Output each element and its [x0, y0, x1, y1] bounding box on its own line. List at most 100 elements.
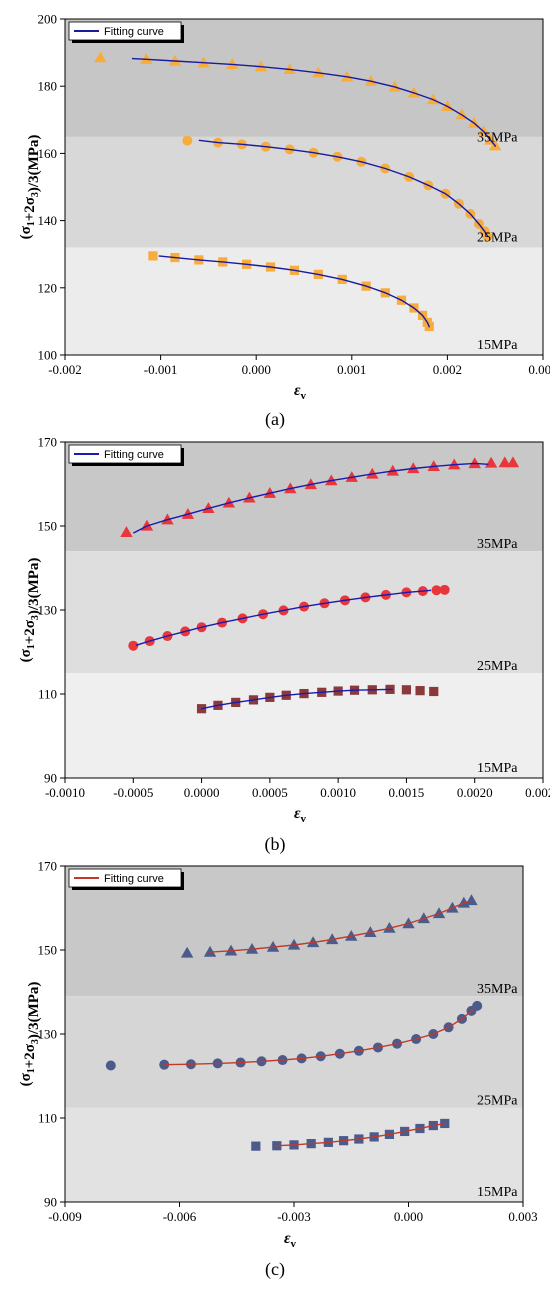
- data-point-0-9: [364, 926, 377, 938]
- series-label-0: 35MPa: [477, 537, 518, 552]
- background-band-2: [65, 1107, 523, 1202]
- data-point-0-16: [448, 458, 461, 470]
- data-point-0-10: [325, 474, 338, 486]
- x-axis-label: εv: [284, 1230, 297, 1250]
- series-label-2: 15MPa: [477, 1185, 518, 1200]
- data-point-0-5: [222, 496, 236, 508]
- data-point-2-0: [251, 1141, 261, 1151]
- x-tick-label-1: -0.006: [163, 1209, 197, 1224]
- data-point-0-5: [254, 60, 268, 72]
- y-tick-label-5: 200: [38, 12, 58, 27]
- y-tick-label-0: 90: [44, 771, 57, 786]
- data-point-0-11: [407, 86, 421, 98]
- x-axis-label: εv: [294, 805, 307, 825]
- data-point-0-14: [407, 462, 420, 474]
- fitting-curve-1: [163, 1008, 474, 1066]
- background-band-1: [65, 551, 543, 673]
- data-point-0-1: [203, 945, 217, 957]
- y-tick-label-0: 90: [44, 1195, 57, 1210]
- panel-label-0: (a): [265, 409, 285, 430]
- data-point-0-19: [498, 456, 511, 468]
- x-tick-label-2: 0.0000: [184, 785, 220, 800]
- data-point-1-0: [182, 135, 193, 146]
- data-point-0-7: [325, 933, 339, 945]
- background-band-1: [65, 136, 543, 248]
- y-tick-label-4: 180: [38, 79, 58, 94]
- x-tick-label-7: 0.0025: [525, 785, 550, 800]
- data-point-2-14: [429, 686, 439, 697]
- y-tick-label-1: 110: [38, 687, 57, 702]
- data-point-0-9: [364, 74, 378, 86]
- data-point-0-2: [161, 513, 174, 525]
- legend-box: [68, 444, 182, 464]
- legend-box: [68, 21, 182, 41]
- y-axis-label: (σ1+2σ3)/3(MPa): [18, 558, 42, 663]
- fitting-curve-2: [274, 1122, 447, 1148]
- series-label-1: 25MPa: [477, 659, 518, 674]
- data-point-0-12: [366, 467, 379, 479]
- y-tick-label-2: 130: [38, 603, 58, 618]
- data-point-0-0: [94, 51, 107, 63]
- data-point-0-3: [181, 508, 195, 519]
- x-tick-label-5: 0.0015: [389, 785, 425, 800]
- series-label-2: 15MPa: [477, 338, 518, 353]
- y-tick-label-1: 110: [38, 1111, 57, 1126]
- legend-label: Fitting curve: [104, 26, 164, 38]
- data-point-1-17: [439, 584, 450, 595]
- data-point-0-3: [197, 56, 210, 68]
- x-tick-label-3: 0.001: [337, 362, 366, 377]
- data-point-0-9: [304, 478, 318, 490]
- data-point-0-0: [180, 946, 194, 958]
- data-point-0-4: [266, 940, 280, 952]
- y-axis-label: (σ1+2σ3)/3(MPa): [18, 135, 42, 240]
- legend-label: Fitting curve: [104, 873, 164, 885]
- data-point-1-0: [105, 1060, 116, 1071]
- x-tick-label-5: 0.003: [528, 362, 550, 377]
- x-tick-label-1: -0.0005: [113, 785, 153, 800]
- legend: Fitting curve: [68, 21, 184, 43]
- data-point-0-7: [312, 66, 325, 78]
- y-tick-label-0: 100: [38, 348, 58, 363]
- x-axis-label: εv: [294, 382, 307, 402]
- fitting-curve-1: [198, 139, 489, 238]
- y-tick-label-2: 140: [38, 213, 58, 228]
- data-point-0-15: [427, 460, 440, 472]
- data-point-0-2: [168, 54, 182, 66]
- panel-label-2: (c): [265, 1259, 285, 1280]
- y-tick-label-1: 120: [38, 280, 58, 295]
- data-point-0-11: [345, 471, 358, 482]
- data-point-0-6: [243, 491, 256, 503]
- x-tick-label-0: -0.002: [48, 362, 82, 377]
- data-point-0-17: [468, 457, 481, 469]
- data-point-1-16: [431, 585, 442, 596]
- data-point-2-13: [415, 686, 425, 696]
- data-point-0-4: [226, 58, 239, 70]
- data-point-0-10: [383, 921, 396, 933]
- legend-box: [68, 868, 182, 888]
- data-point-1-18: [472, 1000, 483, 1011]
- data-point-0-0: [120, 526, 133, 537]
- data-point-0-3: [245, 942, 259, 954]
- series-label-0: 35MPa: [477, 982, 518, 997]
- x-tick-label-0: -0.0010: [45, 785, 85, 800]
- background-band-2: [65, 673, 543, 778]
- fitting-curve-1: [135, 589, 432, 646]
- data-point-0-5: [287, 938, 301, 950]
- data-point-0-8: [284, 482, 297, 494]
- y-tick-label-2: 130: [38, 1027, 58, 1042]
- fitting-curve-2: [200, 688, 393, 710]
- fitting-curve-2: [158, 255, 430, 328]
- data-point-0-8: [345, 929, 358, 941]
- chart-panel-c: 35MPa 25MPa 15MPa -0.009 -0.006 -0.003 0.000 0.…: [18, 859, 538, 1281]
- data-point-0-13: [432, 907, 446, 919]
- fitting-curve-0: [132, 462, 489, 534]
- y-axis-label: (σ1+2σ3)/3(MPa): [18, 982, 42, 1087]
- data-point-2-12: [401, 685, 412, 695]
- fitting-curve-0: [131, 57, 496, 147]
- legend: Fitting curve: [68, 444, 184, 466]
- data-point-1-0: [128, 640, 139, 651]
- data-point-0-8: [340, 70, 354, 82]
- series-label-1: 25MPa: [477, 230, 518, 245]
- data-point-0-1: [140, 53, 153, 64]
